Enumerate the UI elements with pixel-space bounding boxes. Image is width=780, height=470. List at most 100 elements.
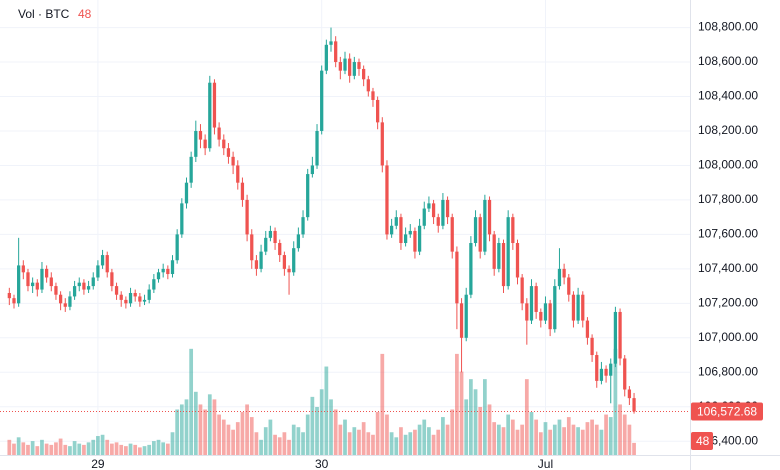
candle-body <box>44 268 49 278</box>
volume-bar <box>35 446 40 455</box>
y-tick-label: 107,400.00 <box>698 261 758 275</box>
legend-label: Vol · BTC <box>18 7 70 21</box>
candle-body <box>72 286 77 297</box>
candle-body <box>627 389 632 399</box>
candle-body <box>189 156 193 183</box>
candle-body <box>203 139 207 149</box>
candle-body <box>54 286 58 295</box>
volume-bar <box>263 427 268 455</box>
candle-body <box>292 248 296 273</box>
candle-body <box>320 70 324 131</box>
volume-bar <box>347 432 352 455</box>
volume-bar <box>473 389 478 455</box>
volume-bar <box>259 439 263 455</box>
volume-bar <box>441 417 445 455</box>
candle-body <box>487 199 492 235</box>
volume-bar <box>26 444 30 455</box>
volume-bar <box>501 427 506 455</box>
candle-body <box>613 311 618 364</box>
volume-bar <box>422 419 427 455</box>
candle-body <box>371 91 375 100</box>
candle-body <box>399 217 403 244</box>
y-tick-label: 107,000.00 <box>698 330 758 344</box>
candle-body <box>133 292 137 297</box>
volume-bar <box>100 434 105 455</box>
volume-bar <box>193 391 198 455</box>
candle-body <box>417 225 422 252</box>
candle-body <box>35 282 39 290</box>
candle-body <box>296 234 301 249</box>
volume-bar <box>184 399 189 455</box>
candle-body <box>96 265 100 278</box>
candle-body <box>473 217 478 244</box>
volume-bar <box>151 441 156 455</box>
volume-bar <box>44 443 49 455</box>
volume-bar <box>86 442 91 455</box>
volume-bar <box>343 419 347 455</box>
candle-body <box>590 337 594 356</box>
candle-body <box>557 268 562 287</box>
candle-body <box>427 203 431 209</box>
legend-value: 48 <box>78 7 92 21</box>
volume-bar <box>291 424 296 455</box>
y-tick-label: 108,000.00 <box>698 158 758 172</box>
candle-body <box>236 165 240 183</box>
candle-body <box>278 243 282 256</box>
volume-bar <box>538 432 543 455</box>
volume-bar <box>165 443 170 455</box>
volume-bar <box>604 414 608 455</box>
volume-bar <box>240 412 245 455</box>
candle-body <box>567 277 571 295</box>
candle-body <box>403 234 408 244</box>
volume-value-label: 48 <box>696 434 710 448</box>
x-tick-label: Jul <box>538 457 553 470</box>
candle-body <box>245 199 249 235</box>
volume-bar <box>7 439 12 455</box>
volume-bar <box>273 434 277 455</box>
candle-body <box>7 292 11 299</box>
volume-bar <box>357 429 361 455</box>
candle-body <box>511 217 515 244</box>
volume-bar <box>534 419 539 455</box>
candle-body <box>17 265 21 304</box>
candle-body <box>306 174 310 218</box>
volume-bar <box>529 412 534 455</box>
candle-body <box>254 260 259 269</box>
volume-bar <box>301 432 305 455</box>
candle-body <box>548 303 552 330</box>
volume-bar <box>548 429 552 455</box>
candle-body <box>366 79 370 92</box>
volume-bar <box>371 434 375 455</box>
volume-bar <box>599 429 604 455</box>
candle-body <box>324 44 328 71</box>
candle-body <box>119 294 123 300</box>
volume-bar <box>138 447 142 455</box>
volume-bar <box>352 427 357 455</box>
candle-body <box>175 234 179 261</box>
volume-bar <box>375 412 380 455</box>
candle-body <box>483 199 487 252</box>
candle-body <box>287 268 291 273</box>
volume-bar <box>82 444 86 455</box>
candle-body <box>576 294 580 321</box>
volume-bar <box>91 439 96 455</box>
y-tick-label: 107,200.00 <box>698 296 758 310</box>
candle-body <box>492 234 496 269</box>
candle-body <box>539 311 543 321</box>
candle-body <box>581 294 585 321</box>
volume-bar <box>296 427 301 455</box>
volume-bar <box>408 432 413 455</box>
volume-bar <box>305 414 310 455</box>
volume-bar <box>552 424 557 455</box>
volume-bar <box>207 394 212 455</box>
volume-bar <box>72 441 77 455</box>
candle-body <box>413 230 417 252</box>
candle-body <box>338 62 342 71</box>
candle-body <box>156 272 161 280</box>
candle-body <box>436 217 440 226</box>
volume-bar <box>249 417 254 455</box>
volume-bar <box>492 422 497 455</box>
volume-bar <box>30 441 35 455</box>
volume-bar <box>417 424 422 455</box>
